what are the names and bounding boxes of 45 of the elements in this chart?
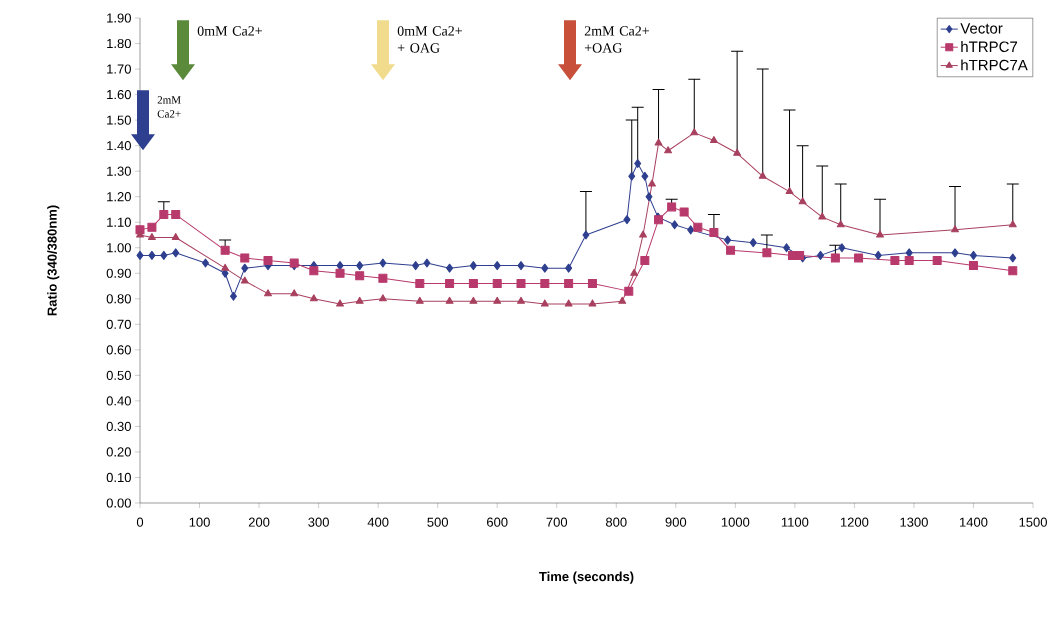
x-tick-label: 900 bbox=[665, 517, 687, 527]
x-tick-label: 300 bbox=[308, 517, 329, 527]
y-tick-label: 1.20 bbox=[107, 192, 131, 202]
x-tick-label: 200 bbox=[248, 517, 270, 527]
y-tick-label: 1.50 bbox=[107, 115, 131, 125]
y-tick-label: 1.60 bbox=[107, 89, 131, 100]
y-tick-label: 1.70 bbox=[107, 64, 131, 74]
y-tick-label: 0.30 bbox=[106, 421, 131, 432]
x-tick-label: 1000 bbox=[721, 517, 750, 527]
x-tick-label: 1500 bbox=[1019, 517, 1047, 527]
annotation: 0mM Ca2+ + OAG bbox=[397, 26, 462, 53]
x-tick-label: 500 bbox=[427, 517, 449, 527]
y-tick-label: 1.30 bbox=[107, 166, 131, 176]
x-tick-label: 1300 bbox=[900, 517, 928, 527]
y-tick-label: 1.00 bbox=[107, 243, 131, 253]
x-tick-label: 800 bbox=[605, 517, 627, 527]
x-tick-label: 600 bbox=[487, 517, 508, 527]
y-tick-label: 1.80 bbox=[107, 38, 131, 49]
x-tick-label: 100 bbox=[189, 517, 210, 527]
y-tick-label: 1.10 bbox=[107, 217, 131, 227]
legend-label: hTRPC7 bbox=[961, 41, 1018, 53]
y-tick-label: 0.80 bbox=[106, 294, 131, 304]
y-tick-label: 0.70 bbox=[106, 319, 131, 329]
y-tick-label: 0.40 bbox=[106, 396, 131, 406]
legend-label: Vector bbox=[960, 23, 1003, 34]
x-tick-label: 400 bbox=[367, 517, 389, 527]
y-tick-label: 0.50 bbox=[106, 370, 131, 380]
x-tick-label: 1400 bbox=[960, 517, 988, 527]
x-axis-title: Time (seconds) bbox=[539, 571, 634, 584]
y-axis-title: Ratio (340/380nm) bbox=[47, 205, 60, 316]
x-tick-label: 1100 bbox=[781, 517, 809, 527]
annotation: 0mM Ca2+ bbox=[197, 26, 262, 36]
y-tick-label: 1.40 bbox=[107, 141, 131, 151]
y-tick-label: 0.20 bbox=[106, 447, 131, 457]
y-tick-label: 0.60 bbox=[106, 345, 131, 355]
x-tick-label: 1200 bbox=[840, 517, 869, 527]
legend-label: hTRPC7A bbox=[961, 59, 1028, 71]
annotation: 2mM Ca2+ bbox=[157, 96, 181, 118]
y-tick-label: 0.00 bbox=[106, 498, 131, 508]
y-tick-label: 0.90 bbox=[106, 268, 131, 278]
x-tick-label: 700 bbox=[546, 517, 568, 527]
y-tick-label: 1.90 bbox=[107, 13, 131, 23]
annotation: 2mM Ca2+ +OAG bbox=[584, 26, 649, 53]
x-tick-label: 0 bbox=[136, 517, 144, 527]
y-tick-label: 0.10 bbox=[106, 472, 131, 483]
